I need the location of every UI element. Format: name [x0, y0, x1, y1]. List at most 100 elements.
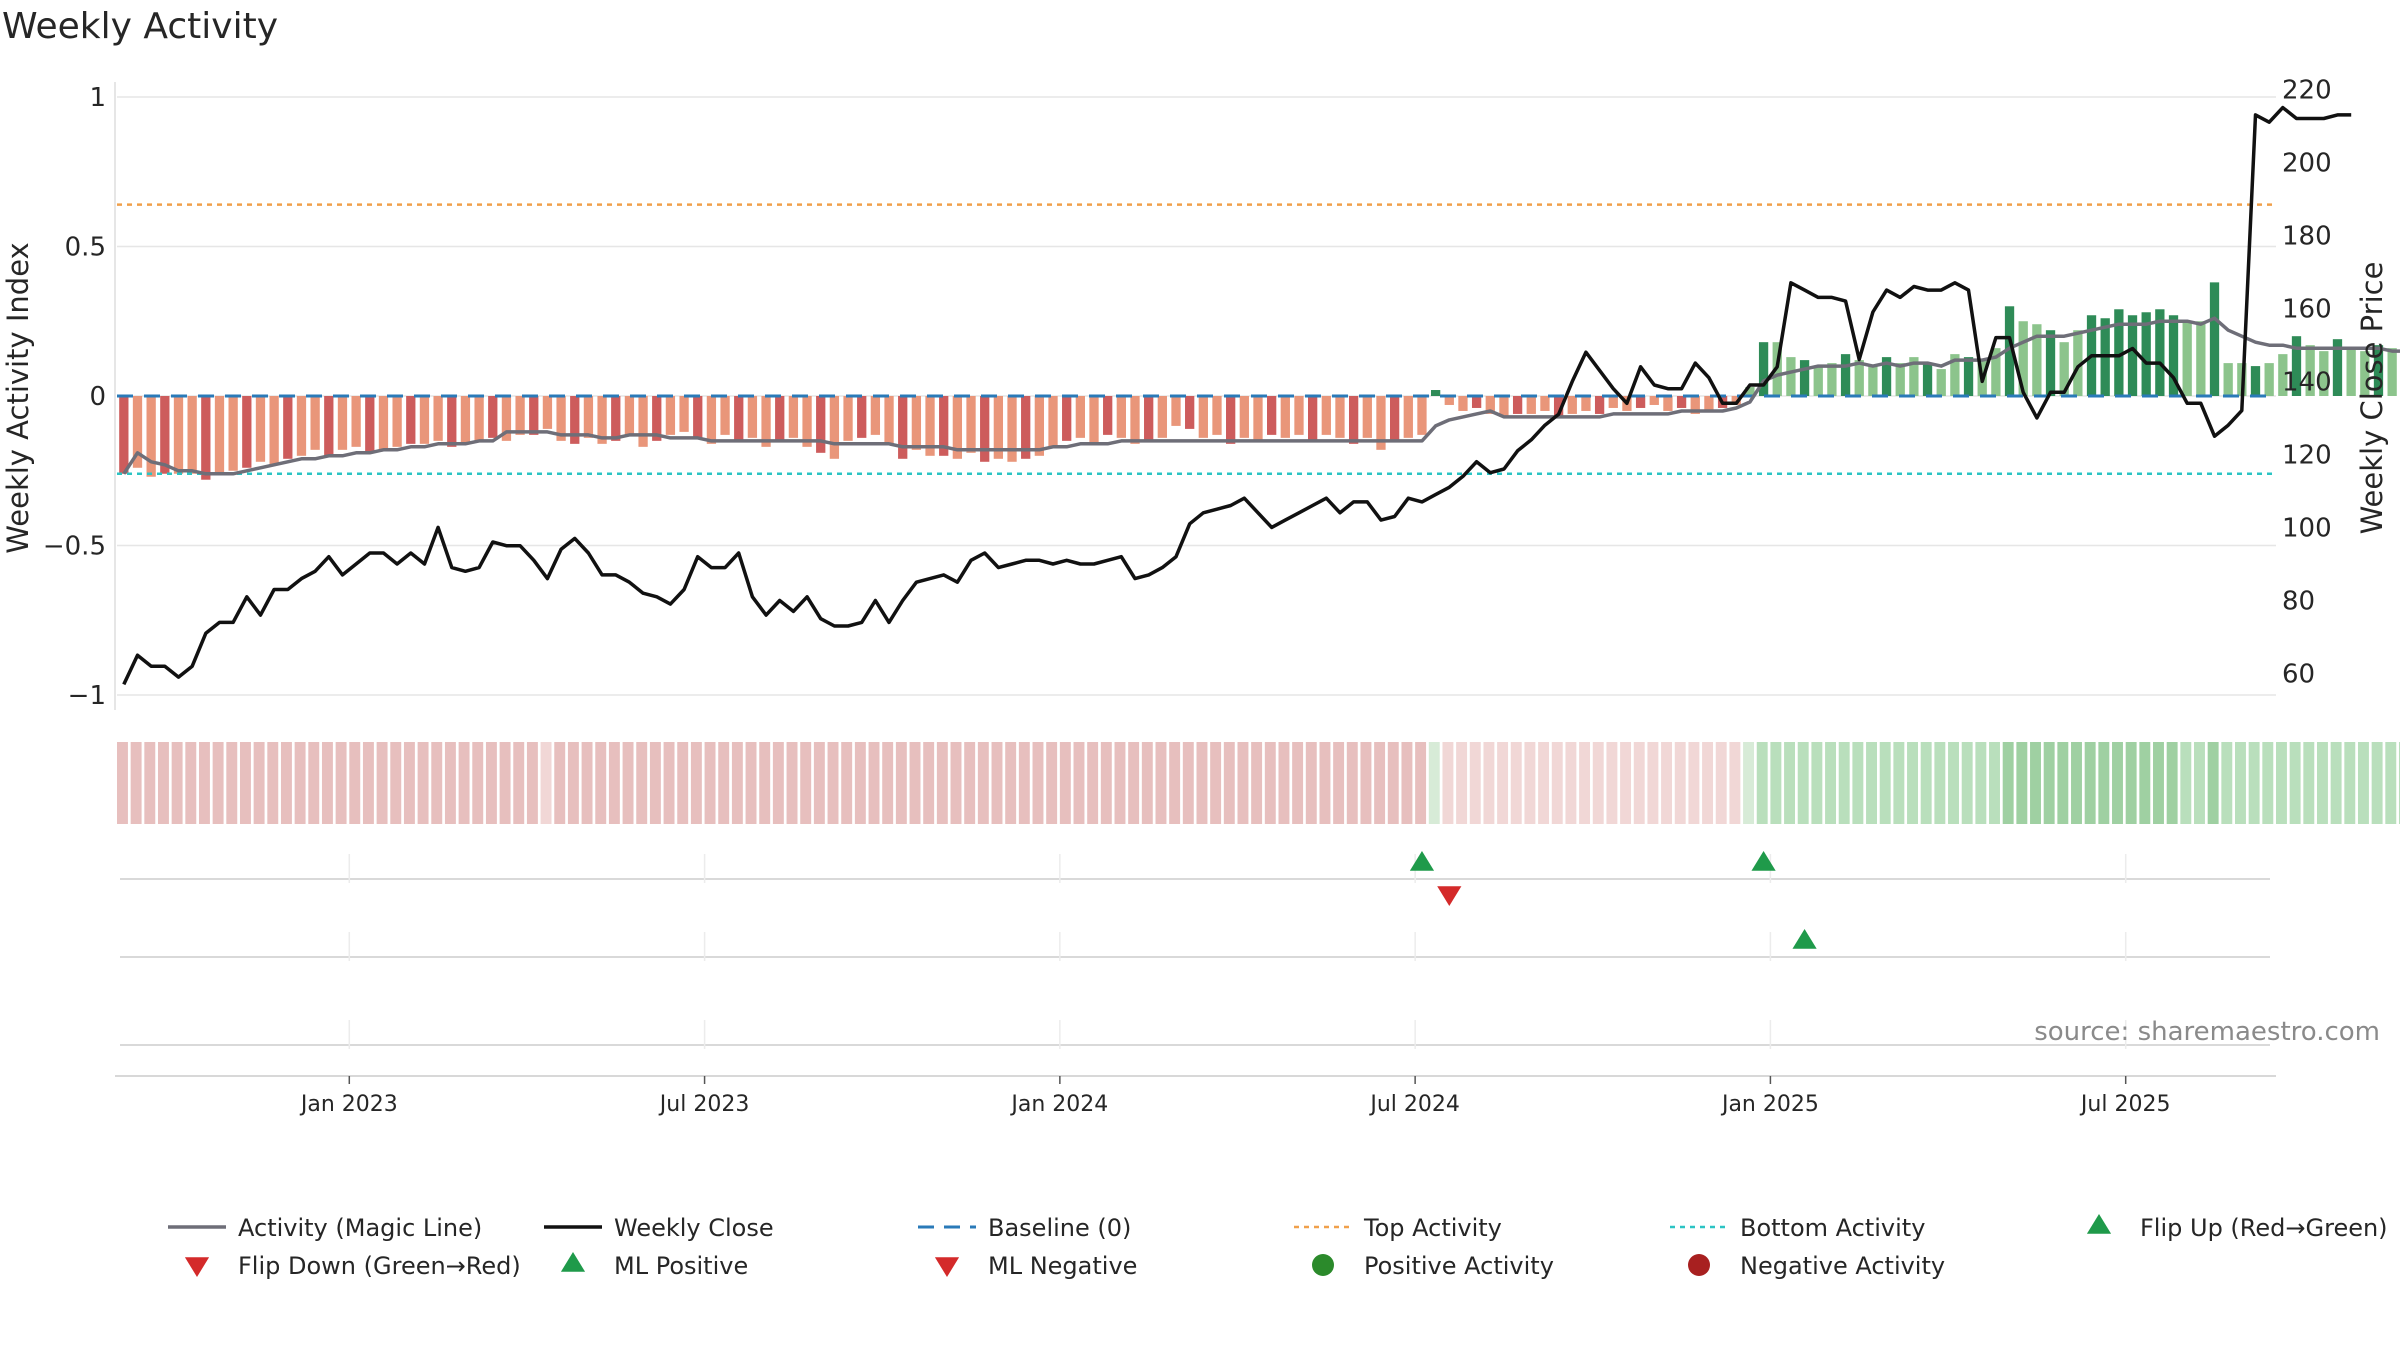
strip-cell: [431, 742, 443, 824]
activity-bar: [679, 396, 689, 432]
strip-cell: [1620, 742, 1632, 824]
strip-cell: [595, 742, 607, 824]
strip-cell: [1087, 742, 1099, 824]
activity-bar: [1389, 396, 1400, 441]
strip-cell: [1223, 742, 1235, 824]
right-tick-label: 160: [2282, 294, 2332, 324]
strip-cell: [280, 742, 292, 824]
strip-cell: [294, 742, 306, 824]
strip-cell: [1073, 742, 1085, 824]
activity-bar: [1348, 396, 1359, 444]
strip-cell: [2016, 742, 2028, 824]
strip-cell: [526, 742, 538, 824]
activity-bar: [1403, 396, 1413, 438]
strip-cell: [417, 742, 429, 824]
activity-bar: [1553, 396, 1564, 417]
legend-label: Top Activity: [1363, 1214, 1502, 1242]
strip-cell: [608, 742, 620, 824]
strip-cell: [2344, 742, 2356, 824]
activity-state-strip: [117, 742, 2400, 824]
activity-bar: [652, 396, 662, 441]
activity-bar: [1895, 363, 1905, 396]
x-tick-label: Jul 2024: [1368, 1092, 1460, 1117]
activity-bar: [1376, 396, 1386, 450]
strip-cell: [1579, 742, 1591, 824]
activity-bar: [1362, 396, 1372, 438]
activity-bar: [1267, 396, 1277, 435]
strip-cell: [444, 742, 456, 824]
flip-up-marker: [2086, 1214, 2112, 1234]
legend-item: Bottom Activity: [1670, 1214, 1925, 1242]
strip-cell: [1059, 742, 1071, 824]
activity-bar: [1185, 396, 1195, 429]
activity-bar: [283, 396, 293, 459]
strip-cell: [1756, 742, 1768, 824]
activity-bar: [1103, 396, 1113, 435]
activity-bar: [2018, 321, 2028, 396]
activity-bar: [1881, 357, 1892, 396]
activity-bar: [2291, 336, 2302, 396]
strip-cell: [1141, 742, 1153, 824]
strip-cell: [212, 742, 224, 824]
activity-bar: [515, 396, 525, 435]
strip-cell: [1387, 742, 1399, 824]
activity-bar: [214, 396, 225, 474]
left-tick-label: −1: [68, 681, 106, 711]
strip-cell: [977, 742, 989, 824]
activity-bar: [747, 396, 758, 438]
activity-bar: [2264, 363, 2274, 396]
activity-bar: [2319, 351, 2329, 396]
strip-cell: [936, 742, 948, 824]
strip-cell: [2153, 742, 2164, 824]
strip-cell: [2139, 742, 2151, 824]
activity-bar: [706, 396, 717, 444]
activity-bar: [911, 396, 922, 450]
strip-cell: [1182, 742, 1194, 824]
activity-bar: [1526, 396, 1536, 414]
legend-label: Flip Down (Green→Red): [238, 1252, 521, 1280]
activity-bar: [2141, 312, 2151, 396]
activity-bar: [2127, 315, 2138, 396]
strip-cell: [1018, 742, 1030, 824]
activity-bar: [2182, 321, 2192, 396]
activity-bar: [843, 396, 853, 441]
activity-bar: [2004, 306, 2015, 396]
right-axis-ticks: 220 200 180 160 140 120 100 80 60: [2282, 75, 2332, 689]
strip-cell: [485, 742, 497, 824]
strip-cell: [1415, 742, 1427, 824]
signal-gridlines: [120, 854, 2270, 1049]
right-tick-label: 180: [2282, 221, 2332, 251]
strip-cell: [185, 742, 197, 824]
strip-cell: [253, 742, 265, 824]
strip-cell: [649, 742, 661, 824]
strip-cell: [622, 742, 634, 824]
flip-up-marker: [1751, 851, 1776, 871]
strip-cell: [1934, 742, 1946, 824]
activity-bar: [1963, 357, 1974, 396]
activity-bar: [1704, 396, 1714, 411]
strip-cell: [1210, 742, 1222, 824]
left-tick-label: 0: [89, 382, 106, 412]
activity-bar: [1212, 396, 1222, 435]
strip-cell: [1483, 742, 1495, 824]
strip-cell: [1346, 742, 1358, 824]
activity-bar: [1075, 396, 1085, 438]
strip-cell: [1497, 742, 1509, 824]
strip-cell: [1825, 742, 1837, 824]
activity-bar: [1922, 363, 1933, 396]
strip-cell: [1237, 742, 1249, 824]
activity-bar: [132, 396, 143, 468]
x-tick-label: Jul 2023: [658, 1092, 750, 1117]
strip-cell: [1456, 742, 1468, 824]
activity-bar: [993, 396, 1004, 459]
strip-cell: [267, 742, 279, 824]
strip-cell: [2166, 742, 2178, 824]
activity-bar: [1786, 357, 1796, 396]
strip-cell: [677, 742, 689, 824]
activity-bar: [829, 396, 840, 459]
strip-cell: [157, 742, 169, 824]
strip-cell: [1961, 742, 1973, 824]
strip-cell: [1032, 742, 1044, 824]
strip-cell: [335, 742, 347, 824]
activity-bar: [1430, 390, 1441, 396]
